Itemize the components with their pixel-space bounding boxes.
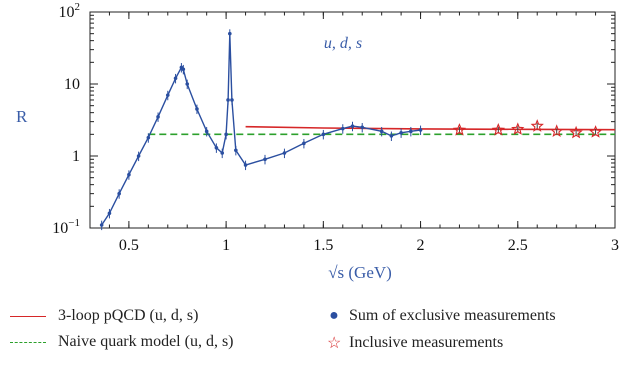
inclusive-star-point	[491, 123, 506, 136]
x-tick-label: 0.5	[119, 237, 139, 254]
x-tick-label: 3	[611, 237, 619, 254]
x-axis: 0.5 1 1.5 2 2.5 3	[108, 12, 619, 254]
legend-item-pqcd: 3-loop pQCD (u, d, s)	[10, 307, 198, 325]
x-axis-label: √s (GeV)	[328, 263, 392, 282]
y-tick-label: 1	[72, 148, 80, 165]
legend-swatch-red-line	[10, 307, 46, 325]
plot-annotation: u, d, s	[324, 35, 362, 52]
y-axis: 10−1 1 10 102	[52, 1, 615, 237]
inclusive-star-point	[569, 125, 583, 139]
x-tick-label: 2.5	[508, 237, 528, 254]
inclusive-star-point	[511, 122, 525, 135]
legend-item-inclusive: ☆ Inclusive measurements	[327, 333, 503, 353]
y-tick-label: 102	[59, 1, 81, 21]
plot-frame	[89, 11, 616, 229]
y-axis-label: R	[16, 107, 28, 126]
legend-item-naive: Naive quark model (u, d, s)	[10, 333, 234, 351]
legend-label-inclusive: Inclusive measurements	[349, 334, 504, 351]
series-layer	[99, 29, 616, 231]
plot-area	[89, 11, 616, 229]
y-tick-label: 10−1	[52, 217, 80, 237]
legend-item-exclusive: ● Sum of exclusive measurements	[327, 307, 556, 325]
legend-swatch-green-dash	[10, 333, 46, 351]
legend-label-exclusive: Sum of exclusive measurements	[349, 307, 556, 324]
legend-label-pqcd: 3-loop pQCD (u, d, s)	[58, 307, 199, 324]
inclusive-star-point	[452, 123, 467, 136]
legend-label-naive: Naive quark model (u, d, s)	[58, 333, 234, 350]
x-tick-label: 1.5	[313, 237, 333, 254]
x-tick-label: 1	[222, 237, 230, 254]
exclusive-trace	[101, 33, 421, 226]
inclusive-star-point	[549, 124, 564, 138]
inclusive-star-point	[588, 125, 603, 138]
dot-icon: ●	[329, 307, 339, 324]
chart-svg: 0.5 1 1.5 2 2.5 3 10−1 1 10 102 u, d, s R √s (Ge…	[16, 1, 619, 282]
y-tick-label: 10	[64, 76, 80, 93]
star-icon: ☆	[327, 335, 342, 352]
inclusive-star-point	[530, 119, 544, 132]
x-tick-label: 2	[417, 237, 425, 254]
